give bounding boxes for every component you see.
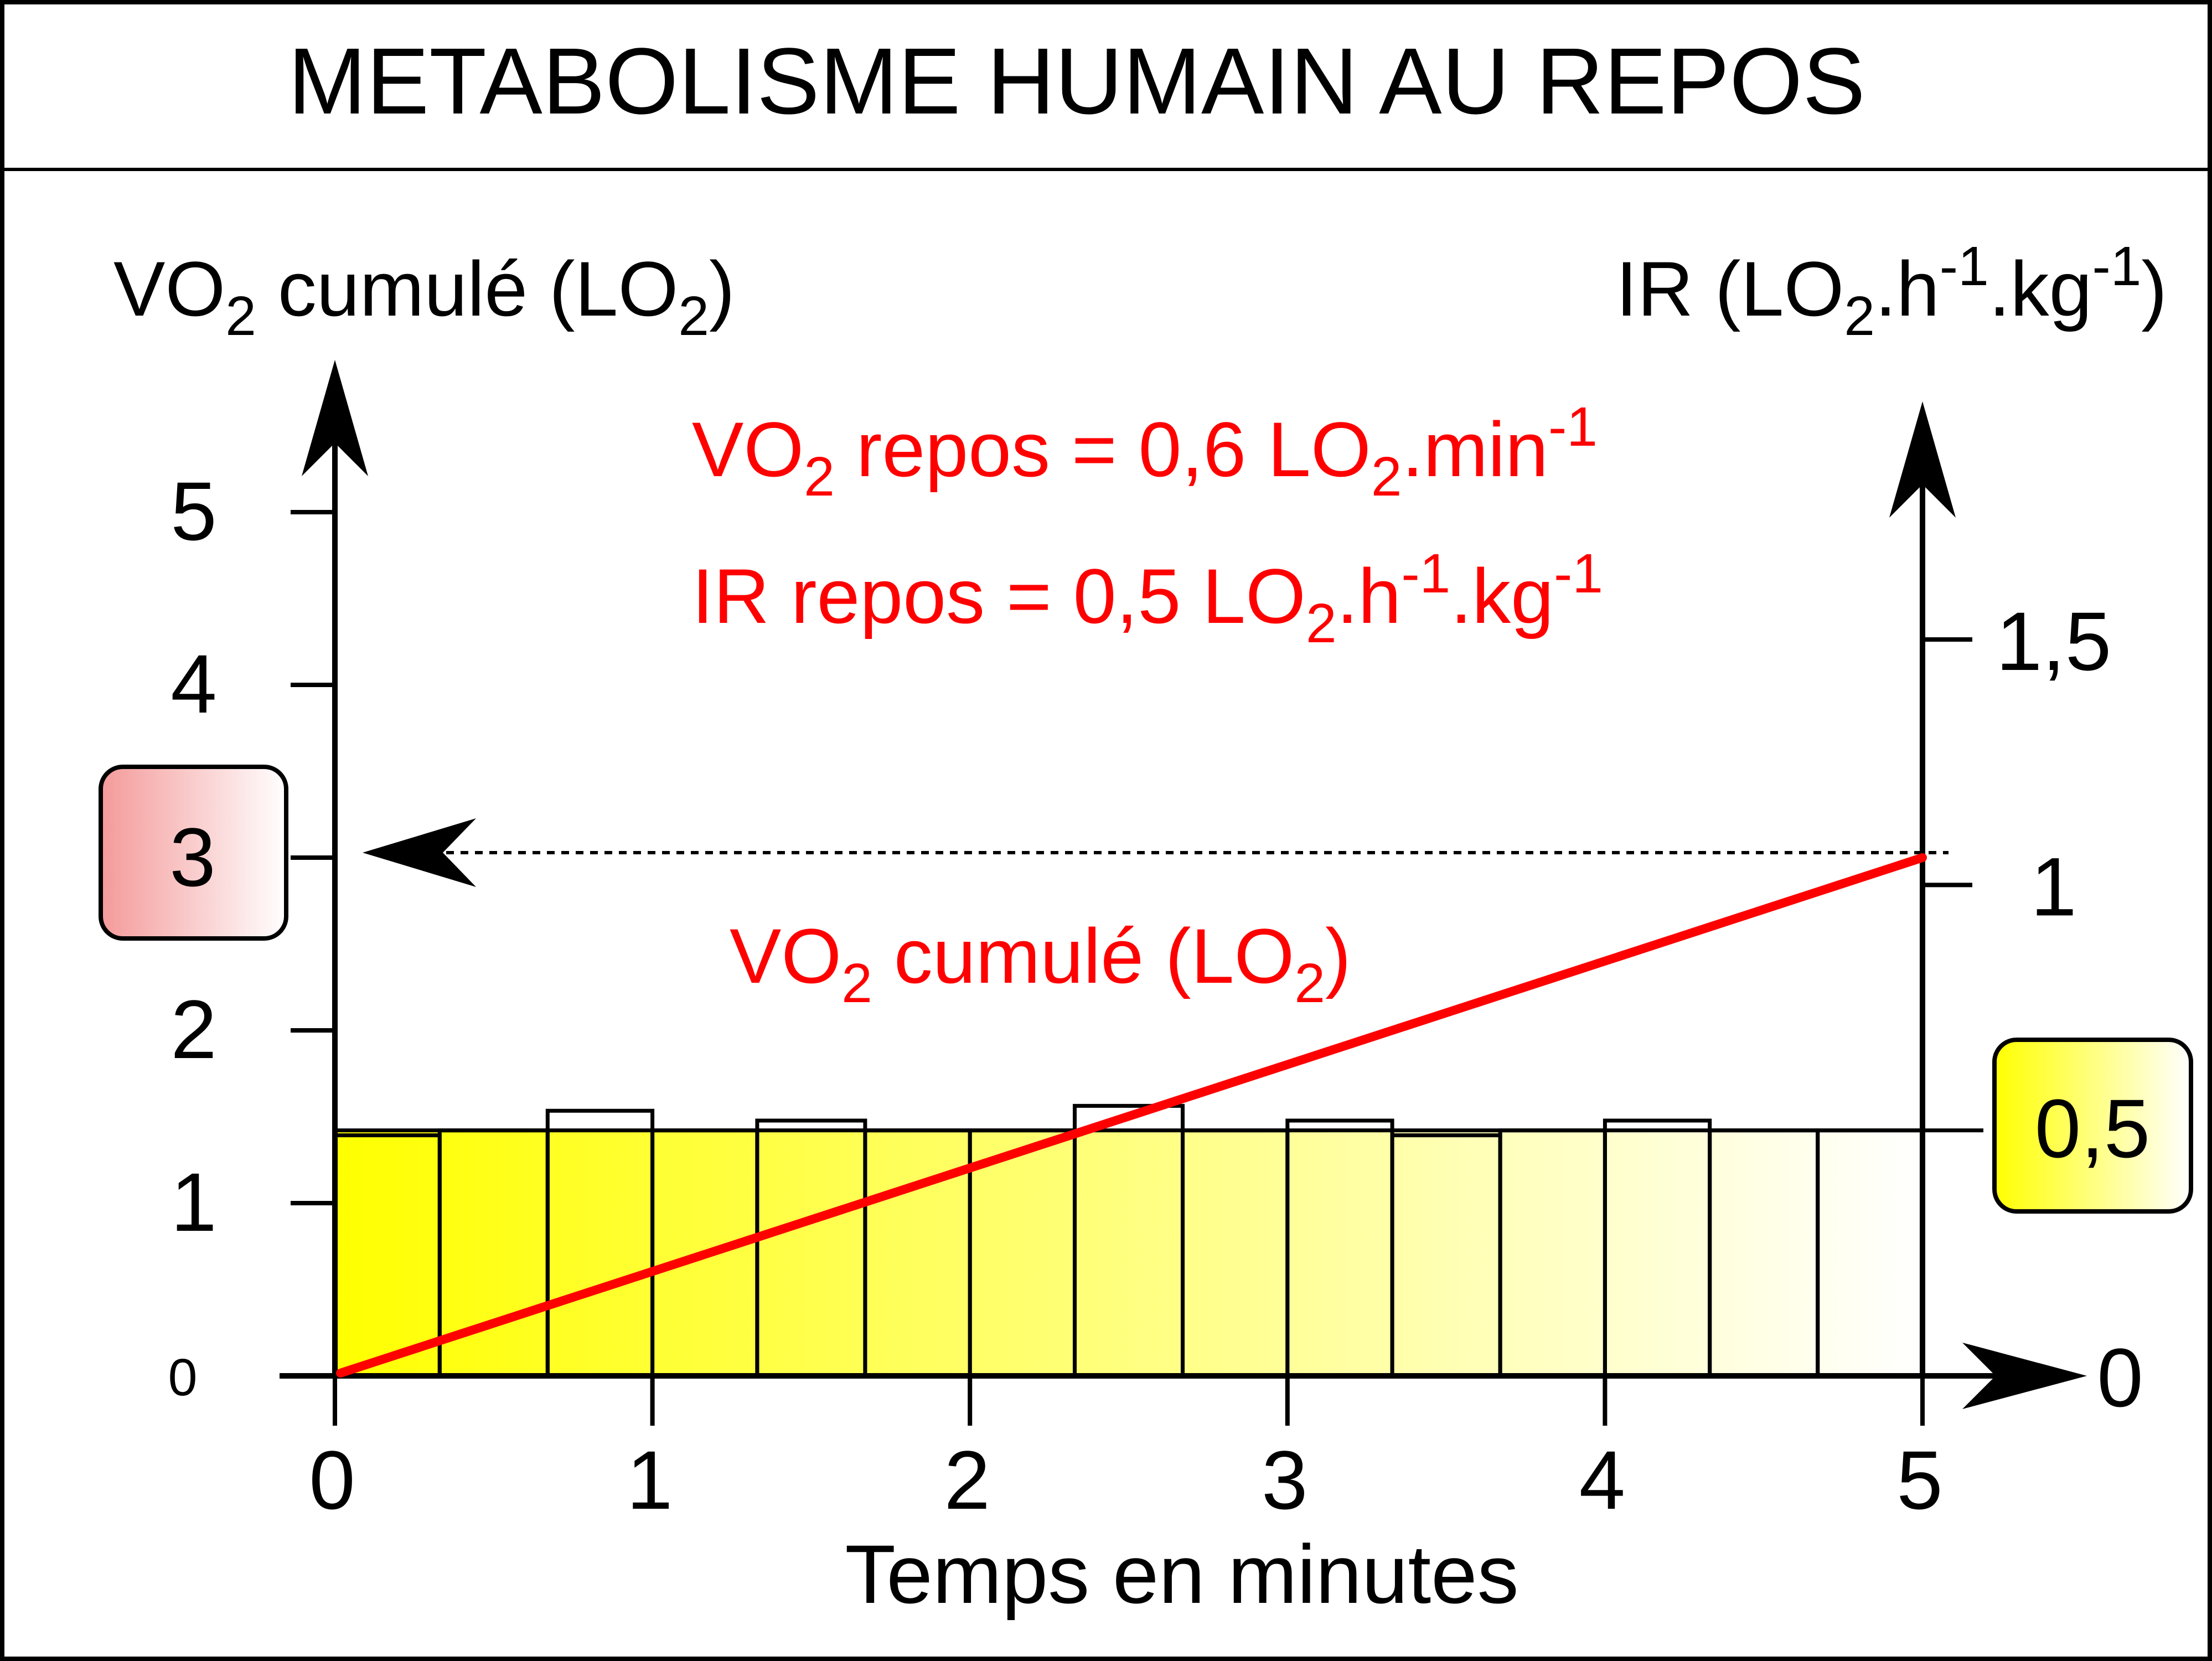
x-tick-label: 3 <box>1262 1433 1307 1526</box>
right-tick-label: 0 <box>2097 1331 2143 1424</box>
right-axis-label-sup1: -1 <box>1940 235 1989 297</box>
right-axis-label-pre: IR (LO <box>1616 245 1844 332</box>
vo2-repos-a: VO <box>692 406 804 493</box>
left-tick-label: 0 <box>168 1348 198 1407</box>
vo2-repos-sup: -1 <box>1548 396 1598 458</box>
vo2-cumulative-line <box>336 853 1927 1378</box>
x-tick-label: 4 <box>1579 1433 1625 1526</box>
right-axis-label-mid1: .h <box>1875 245 1940 332</box>
right-axis-label-sub: 2 <box>1844 285 1875 347</box>
left-axis-label-main: VO <box>113 245 225 332</box>
vo2-repos-sub: 2 <box>804 446 835 508</box>
x-tick-label: 0 <box>309 1433 355 1526</box>
reference-arrow-icon <box>363 818 476 887</box>
x-axis-label: Temps en minutes <box>845 1528 1518 1621</box>
line-label-sub2: 2 <box>1294 952 1325 1014</box>
ir-repos-sup1: -1 <box>1401 543 1450 605</box>
left-axis-label-sub: 2 <box>225 285 256 347</box>
right-axis-label: IR (LO2.h-1.kg-1) <box>1616 235 2167 347</box>
right-value-box-text: 0,5 <box>2035 1082 2151 1175</box>
vo2-repos-sub2: 2 <box>1371 446 1402 508</box>
x-tick-label: 1 <box>627 1433 673 1526</box>
ir-repos-a: IR repos = 0,5 LO <box>692 553 1306 639</box>
left-axis-label: VO2 cumulé (LO2) <box>113 245 735 347</box>
left-axis-label-end: ) <box>709 245 735 332</box>
left-value-box <box>99 765 288 941</box>
vo2-repos-annotation: VO2 repos = 0,6 LO2.min-1 <box>692 396 1598 508</box>
right-axis-label-mid2: .kg <box>1989 245 2092 332</box>
left-value-box-text: 3 <box>169 811 215 904</box>
left-tick-label: 1 <box>170 1156 216 1249</box>
right-y-axis-arrow-icon <box>1889 401 1956 518</box>
line-label-c: ) <box>1325 912 1351 999</box>
vo2-repos-c: .min <box>1402 406 1548 493</box>
x-axis-arrow-icon <box>1962 1343 2087 1409</box>
right-axis-label-end: ) <box>2141 245 2167 332</box>
left-tick-label: 4 <box>170 637 216 730</box>
ir-bars <box>333 1103 1983 1378</box>
ir-repos-sup2: -1 <box>1554 543 1603 605</box>
right-value-box <box>1992 1038 2193 1214</box>
left-tick-label: 2 <box>170 983 216 1076</box>
line-label-sub: 2 <box>841 952 872 1014</box>
right-tick-label: 1 <box>2030 840 2076 933</box>
ir-repos-b: .h <box>1337 553 1402 639</box>
ir-repos-annotation: IR repos = 0,5 LO2.h-1.kg-1 <box>692 543 1603 654</box>
right-tick-label: 1,5 <box>1996 595 2112 688</box>
x-tick-label: 5 <box>1896 1433 1942 1526</box>
left-axis-label-sub2: 2 <box>678 285 709 347</box>
left-y-axis-arrow-icon <box>302 360 368 476</box>
right-axis-label-sup2: -1 <box>2092 235 2141 297</box>
chart-title: METABOLISME HUMAIN AU REPOS <box>288 29 1865 134</box>
line-label-b: cumulé (LO <box>872 912 1294 999</box>
vo2-line-label: VO2 cumulé (LO2) <box>730 912 1351 1014</box>
x-tick-label: 2 <box>944 1433 990 1526</box>
bars-fill <box>335 1130 1922 1376</box>
left-tick-label: 5 <box>170 465 216 558</box>
ir-repos-sub: 2 <box>1306 592 1337 654</box>
left-axis-label-rest: cumulé (LO <box>256 245 678 332</box>
ir-repos-c: .kg <box>1450 553 1554 639</box>
vo2-repos-b: repos = 0,6 LO <box>835 406 1371 493</box>
line-label-a: VO <box>730 912 841 999</box>
